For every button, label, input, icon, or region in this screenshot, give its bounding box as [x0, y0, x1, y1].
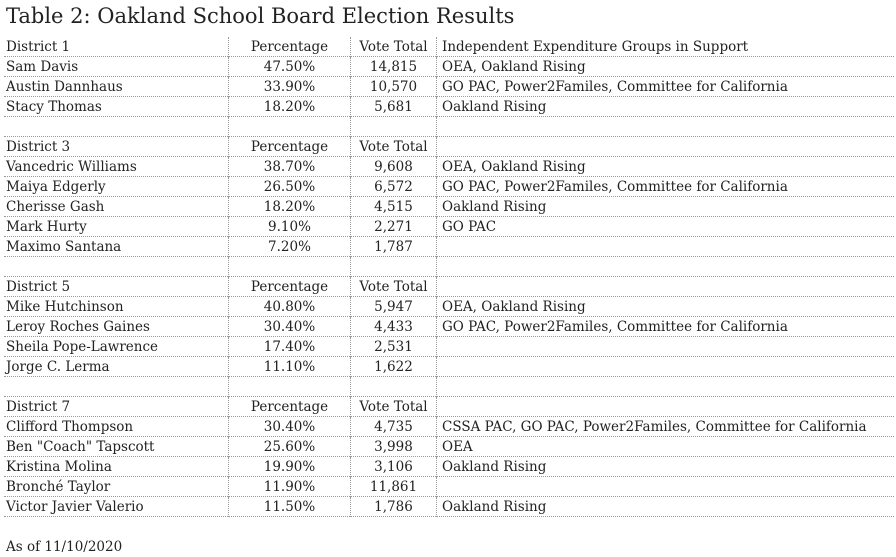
- table-cell: Kristina Molina: [4, 457, 228, 477]
- table-cell: Sam Davis: [4, 57, 228, 77]
- header-cell: Vote Total: [350, 137, 436, 157]
- table-title: Table 2: Oakland School Board Election R…: [6, 4, 515, 28]
- table-cell: Cherisse Gash: [4, 197, 228, 217]
- table-cell: 33.90%: [228, 77, 350, 97]
- header-cell: Vote Total: [350, 397, 436, 417]
- table-cell: Jorge C. Lerma: [4, 357, 228, 377]
- table-cell: 3,106: [350, 457, 436, 477]
- table-cell: 4,515: [350, 197, 436, 217]
- table-cell: 4,735: [350, 417, 436, 437]
- table-cell: 1,622: [350, 357, 436, 377]
- table-cell: 4,433: [350, 317, 436, 337]
- table-cell: Maiya Edgerly: [4, 177, 228, 197]
- table-cell: 3,998: [350, 437, 436, 457]
- spacer-cell: [350, 377, 436, 397]
- spacer-cell: [228, 117, 350, 137]
- table-cell: GO PAC, Power2Familes, Committee for Cal…: [436, 77, 894, 97]
- table-cell: 9.10%: [228, 217, 350, 237]
- header-cell: [436, 277, 894, 297]
- table-cell: Oakland Rising: [436, 197, 894, 217]
- table-cell: 1,786: [350, 497, 436, 517]
- header-cell: Vote Total: [350, 37, 436, 57]
- table-cell: Sheila Pope-Lawrence: [4, 337, 228, 357]
- table-cell: 11,861: [350, 477, 436, 497]
- table-cell: 47.50%: [228, 57, 350, 77]
- table-cell: Oakland Rising: [436, 497, 894, 517]
- table-cell: Austin Dannhaus: [4, 77, 228, 97]
- table-cell: 7.20%: [228, 237, 350, 257]
- table-cell: [436, 337, 894, 357]
- spacer-cell: [4, 257, 228, 277]
- table-cell: 26.50%: [228, 177, 350, 197]
- table-cell: [436, 237, 894, 257]
- table-cell: 19.90%: [228, 457, 350, 477]
- table-cell: [436, 357, 894, 377]
- table-cell: Bronché Taylor: [4, 477, 228, 497]
- table-cell: 25.60%: [228, 437, 350, 457]
- footnote: As of 11/10/2020: [6, 539, 123, 555]
- header-cell: [436, 137, 894, 157]
- spacer-cell: [350, 117, 436, 137]
- table-cell: Clifford Thompson: [4, 417, 228, 437]
- table-cell: 14,815: [350, 57, 436, 77]
- table-cell: CSSA PAC, GO PAC, Power2Familes, Committ…: [436, 417, 894, 437]
- table-cell: Mike Hutchinson: [4, 297, 228, 317]
- table-cell: 5,947: [350, 297, 436, 317]
- table-cell: OEA: [436, 437, 894, 457]
- table-cell: 17.40%: [228, 337, 350, 357]
- table-cell: 11.90%: [228, 477, 350, 497]
- table-cell: Ben "Coach" Tapscott: [4, 437, 228, 457]
- header-cell: District 1: [4, 37, 228, 57]
- header-cell: [436, 397, 894, 417]
- header-cell: District 5: [4, 277, 228, 297]
- table-cell: 18.20%: [228, 197, 350, 217]
- table-cell: Oakland Rising: [436, 457, 894, 477]
- table-cell: 9,608: [350, 157, 436, 177]
- table-cell: 1,787: [350, 237, 436, 257]
- table-cell: 5,681: [350, 97, 436, 117]
- table-cell: OEA, Oakland Rising: [436, 297, 894, 317]
- table-cell: GO PAC: [436, 217, 894, 237]
- table-cell: 40.80%: [228, 297, 350, 317]
- table-cell: OEA, Oakland Rising: [436, 157, 894, 177]
- header-cell: Vote Total: [350, 277, 436, 297]
- table-cell: Victor Javier Valerio: [4, 497, 228, 517]
- spacer-cell: [436, 377, 894, 397]
- header-cell: Percentage: [228, 37, 350, 57]
- header-cell: Independent Expenditure Groups in Suppor…: [436, 37, 894, 57]
- table-cell: Mark Hurty: [4, 217, 228, 237]
- table-cell: 30.40%: [228, 317, 350, 337]
- table-cell: OEA, Oakland Rising: [436, 57, 894, 77]
- table-cell: [436, 477, 894, 497]
- table-cell: Leroy Roches Gaines: [4, 317, 228, 337]
- spacer-cell: [436, 257, 894, 277]
- header-cell: District 7: [4, 397, 228, 417]
- spacer-cell: [4, 377, 228, 397]
- table-cell: Stacy Thomas: [4, 97, 228, 117]
- header-cell: District 3: [4, 137, 228, 157]
- table-cell: Vancedric Williams: [4, 157, 228, 177]
- table-cell: Maximo Santana: [4, 237, 228, 257]
- table-cell: 11.10%: [228, 357, 350, 377]
- table-cell: 2,531: [350, 337, 436, 357]
- header-cell: Percentage: [228, 137, 350, 157]
- spacer-cell: [350, 257, 436, 277]
- header-cell: Percentage: [228, 277, 350, 297]
- table-cell: GO PAC, Power2Familes, Committee for Cal…: [436, 177, 894, 197]
- spacer-cell: [228, 377, 350, 397]
- table-cell: 2,271: [350, 217, 436, 237]
- table-cell: Oakland Rising: [436, 97, 894, 117]
- header-cell: Percentage: [228, 397, 350, 417]
- table-cell: 10,570: [350, 77, 436, 97]
- table-cell: 6,572: [350, 177, 436, 197]
- table-cell: 30.40%: [228, 417, 350, 437]
- table-cell: 18.20%: [228, 97, 350, 117]
- table-cell: 11.50%: [228, 497, 350, 517]
- spacer-cell: [4, 117, 228, 137]
- spacer-cell: [436, 117, 894, 137]
- table-cell: 38.70%: [228, 157, 350, 177]
- table-cell: GO PAC, Power2Familes, Committee for Cal…: [436, 317, 894, 337]
- spacer-cell: [228, 257, 350, 277]
